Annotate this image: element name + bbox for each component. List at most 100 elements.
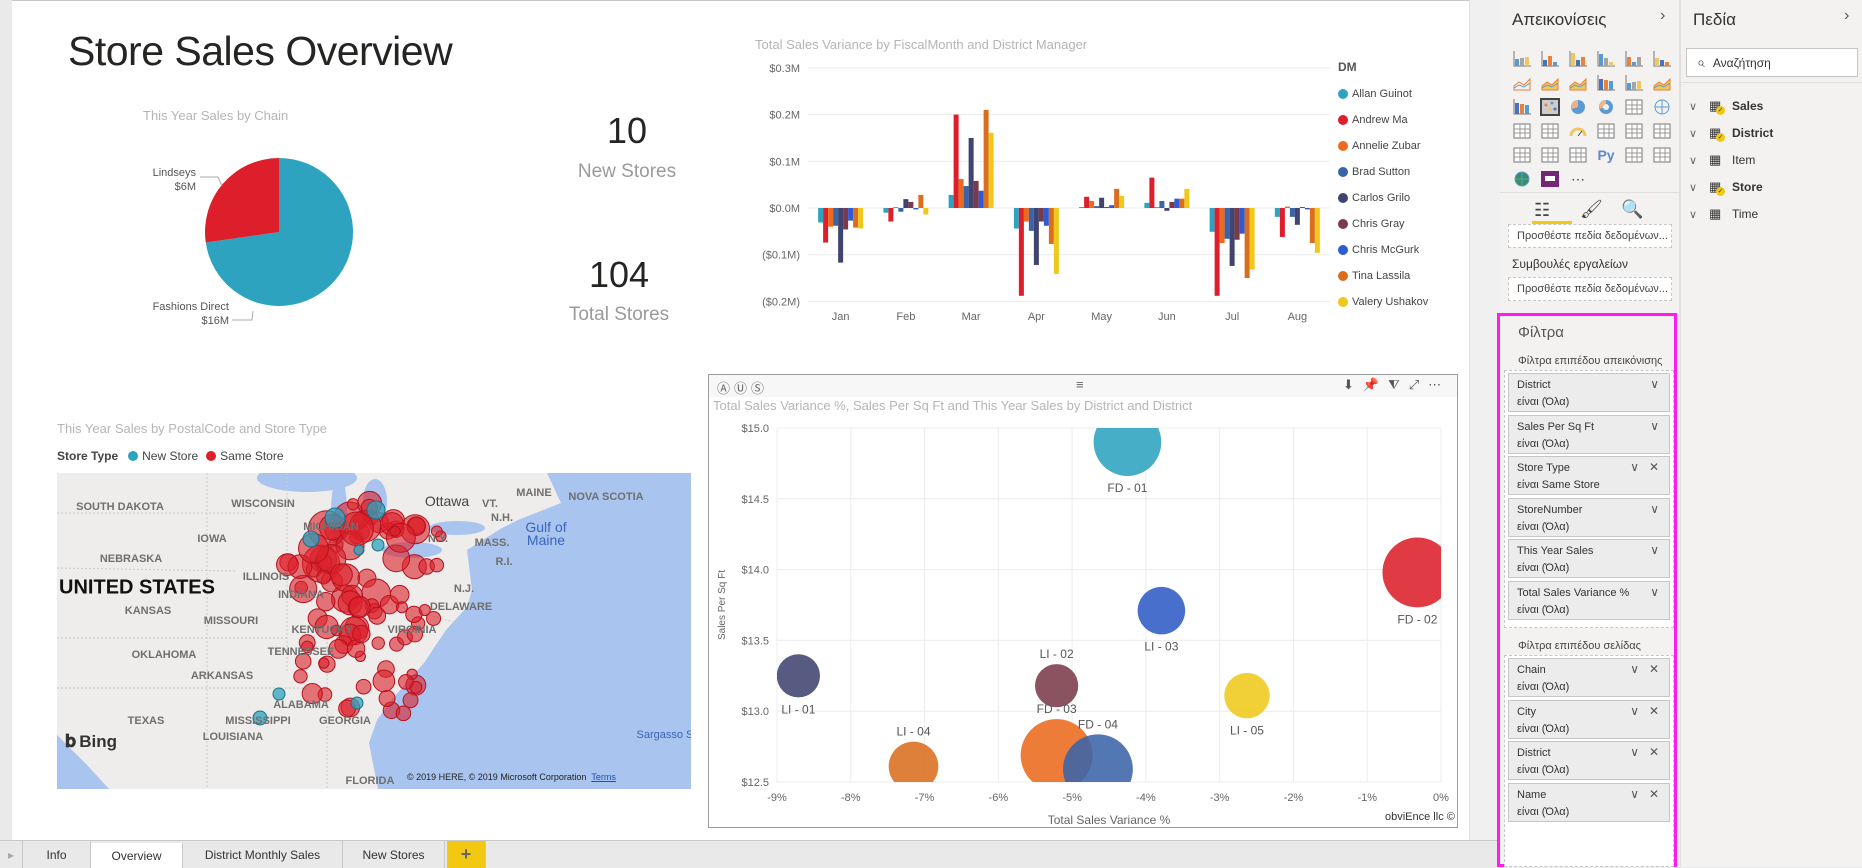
expand-filter-chevron-icon[interactable]: ∨ [1630, 786, 1639, 801]
remove-filter-icon[interactable]: ✕ [1648, 786, 1659, 801]
table-visual-icon[interactable] [1538, 144, 1562, 166]
bubble-fd-01[interactable] [1093, 408, 1162, 476]
filled-map-visual-icon[interactable] [1510, 120, 1534, 142]
bar-brad-sutton-mar[interactable] [963, 186, 969, 208]
field-table-district[interactable]: ∨ ▦ ✓ District [1689, 123, 1773, 143]
drag-handle-icon[interactable]: ≡ [1076, 377, 1084, 392]
expand-filter-chevron-icon[interactable]: ∨ [1630, 662, 1639, 676]
store-bubble-same-store[interactable] [301, 682, 323, 705]
bar-tina-lassila-mar[interactable] [983, 109, 989, 208]
bubble-li-02[interactable] [1035, 664, 1079, 708]
bubble-fd-04[interactable] [1063, 734, 1133, 804]
filter-card-store-type[interactable]: Store Type είναι Same Store ∨ ✕ [1508, 456, 1670, 496]
tab-overview[interactable]: Overview [91, 843, 183, 868]
filter-card-chain[interactable]: Chain είναι (Όλα) ∨ ✕ [1508, 658, 1670, 697]
matrix-visual-icon[interactable] [1566, 144, 1590, 166]
store-bubble-same-store[interactable] [426, 610, 442, 626]
line-stacked-column-visual-icon[interactable] [1594, 72, 1618, 94]
store-bubble-same-store[interactable] [316, 592, 336, 612]
collapse-fields-pane-chevron-icon[interactable]: › [1844, 7, 1850, 24]
bar-chris-gray-jan[interactable] [843, 208, 849, 230]
bar-allan-guinot-mar[interactable] [948, 194, 954, 208]
store-bubble-new-store[interactable] [366, 500, 386, 520]
terms-link[interactable]: Terms [591, 772, 616, 782]
bar-brad-sutton-apr[interactable] [1028, 208, 1034, 231]
bar-chris-gray-feb[interactable] [908, 201, 914, 208]
waterfall-visual-icon[interactable] [1510, 96, 1534, 118]
bar-brad-sutton-may[interactable] [1094, 206, 1100, 208]
expand-filter-chevron-icon[interactable]: ∨ [1650, 543, 1659, 558]
bar-andrew-ma-apr[interactable] [1018, 208, 1024, 296]
legend-new-store[interactable]: New Store [142, 449, 199, 463]
bar-allan-guinot-jul[interactable] [1209, 208, 1215, 232]
bar-annelie-zubar-jul[interactable] [1219, 208, 1225, 244]
bar-annelie-zubar-jun[interactable] [1154, 207, 1160, 208]
field-table-sales[interactable]: ∨ ▦ ✓ Sales [1689, 96, 1763, 116]
bubble-li-03[interactable] [1137, 586, 1186, 635]
kpi-visual-icon[interactable] [1650, 120, 1674, 142]
store-bubble-same-store[interactable] [318, 657, 330, 669]
bar-tina-lassila-jan[interactable] [853, 208, 859, 228]
expand-chevron-icon[interactable]: ∨ [1689, 154, 1698, 167]
store-bubble-same-store[interactable] [429, 557, 445, 573]
bar-chris-gray-aug[interactable] [1299, 207, 1305, 208]
store-bubble-same-store[interactable] [316, 569, 331, 585]
filter-card-city[interactable]: City είναι (Όλα) ∨ ✕ [1508, 699, 1670, 739]
bar-allan-guinot-jan[interactable] [818, 208, 824, 223]
bar-valery-ushakov-jan[interactable] [858, 208, 864, 229]
pin-icon[interactable]: 📌 [1362, 377, 1380, 392]
key-influencers-visual-icon[interactable] [1622, 144, 1646, 166]
store-bubble-same-store[interactable] [355, 678, 372, 695]
store-bubble-same-store[interactable] [346, 498, 360, 511]
expand-filter-chevron-icon[interactable]: ∨ [1650, 418, 1659, 433]
stacked-column-visual-icon[interactable] [1538, 48, 1562, 70]
drill-next-level-icon[interactable]: Ⓤ [734, 381, 748, 396]
bar-allan-guinot-feb[interactable] [883, 208, 889, 213]
field-table-time[interactable]: ∨ ▦ Time [1689, 204, 1758, 224]
pie-visual-icon[interactable] [1566, 96, 1590, 118]
bar-tina-lassila-jul[interactable] [1244, 208, 1250, 279]
bar-carlos-grilo-apr[interactable] [1033, 208, 1039, 265]
bar-chris-mcgurk-apr[interactable] [1043, 208, 1049, 226]
bar-tina-lassila-feb[interactable] [918, 194, 924, 208]
bar-brad-sutton-jan[interactable] [833, 208, 839, 226]
store-bubble-same-store[interactable] [372, 669, 396, 693]
bubble-li-01[interactable] [777, 654, 820, 698]
line-visual-icon[interactable] [1510, 72, 1534, 94]
store-bubble-same-store[interactable] [418, 604, 431, 617]
store-bubble-same-store[interactable] [406, 626, 424, 643]
bar-carlos-grilo-jun[interactable] [1164, 208, 1170, 211]
clustered-column-visual-icon[interactable] [1594, 48, 1618, 70]
remove-filter-icon[interactable]: ✕ [1648, 703, 1659, 718]
bar-carlos-grilo-mar[interactable] [968, 137, 974, 208]
store-bubble-new-store[interactable] [371, 538, 385, 552]
store-bubble-same-store[interactable] [294, 652, 312, 670]
bar-carlos-grilo-jan[interactable] [838, 208, 844, 263]
bar-andrew-ma-mar[interactable] [953, 114, 959, 208]
store-bubble-same-store[interactable] [398, 674, 414, 690]
store-bubble-same-store[interactable] [430, 525, 443, 538]
scatter-visual-icon[interactable] [1538, 96, 1562, 118]
filter-card-this-year-sales[interactable]: This Year Sales είναι (Όλα) ∨ [1508, 539, 1670, 579]
store-bubble-same-store[interactable] [352, 624, 371, 644]
bar-chris-mcgurk-mar[interactable] [978, 190, 984, 208]
store-bubble-new-store[interactable] [353, 544, 365, 556]
scatter-visual-frame[interactable]: Ⓐ Ⓤ Ⓢ ≡ ⬇ 📌 ⧨ ⤢ ⋯ [708, 374, 1458, 828]
bar-chris-mcgurk-may[interactable] [1109, 205, 1115, 208]
legend-item[interactable]: Chris McGurk [1338, 237, 1428, 263]
legend-item[interactable]: Carlos Grilo [1338, 185, 1428, 211]
treemap-visual-icon[interactable] [1622, 96, 1646, 118]
pie-chart[interactable] [0, 0, 400, 340]
bar-valery-ushakov-jun[interactable] [1184, 188, 1190, 208]
store-bubble-same-store[interactable] [378, 689, 396, 707]
fields-search-input[interactable]: ⌕ Αναζήτηση [1686, 48, 1858, 77]
bar-tina-lassila-may[interactable] [1114, 188, 1120, 208]
expand-filter-chevron-icon[interactable]: ∨ [1650, 585, 1659, 599]
filter-card-district[interactable]: District είναι (Όλα) ∨ [1508, 373, 1670, 412]
store-bubble-same-store[interactable] [301, 640, 314, 654]
qa-visual-icon[interactable] [1650, 144, 1674, 166]
bar-chris-mcgurk-feb[interactable] [913, 208, 919, 210]
bar-brad-sutton-feb[interactable] [898, 208, 904, 212]
stacked-area-visual-icon[interactable] [1566, 72, 1590, 94]
expand-filter-chevron-icon[interactable]: ∨ [1650, 377, 1659, 391]
